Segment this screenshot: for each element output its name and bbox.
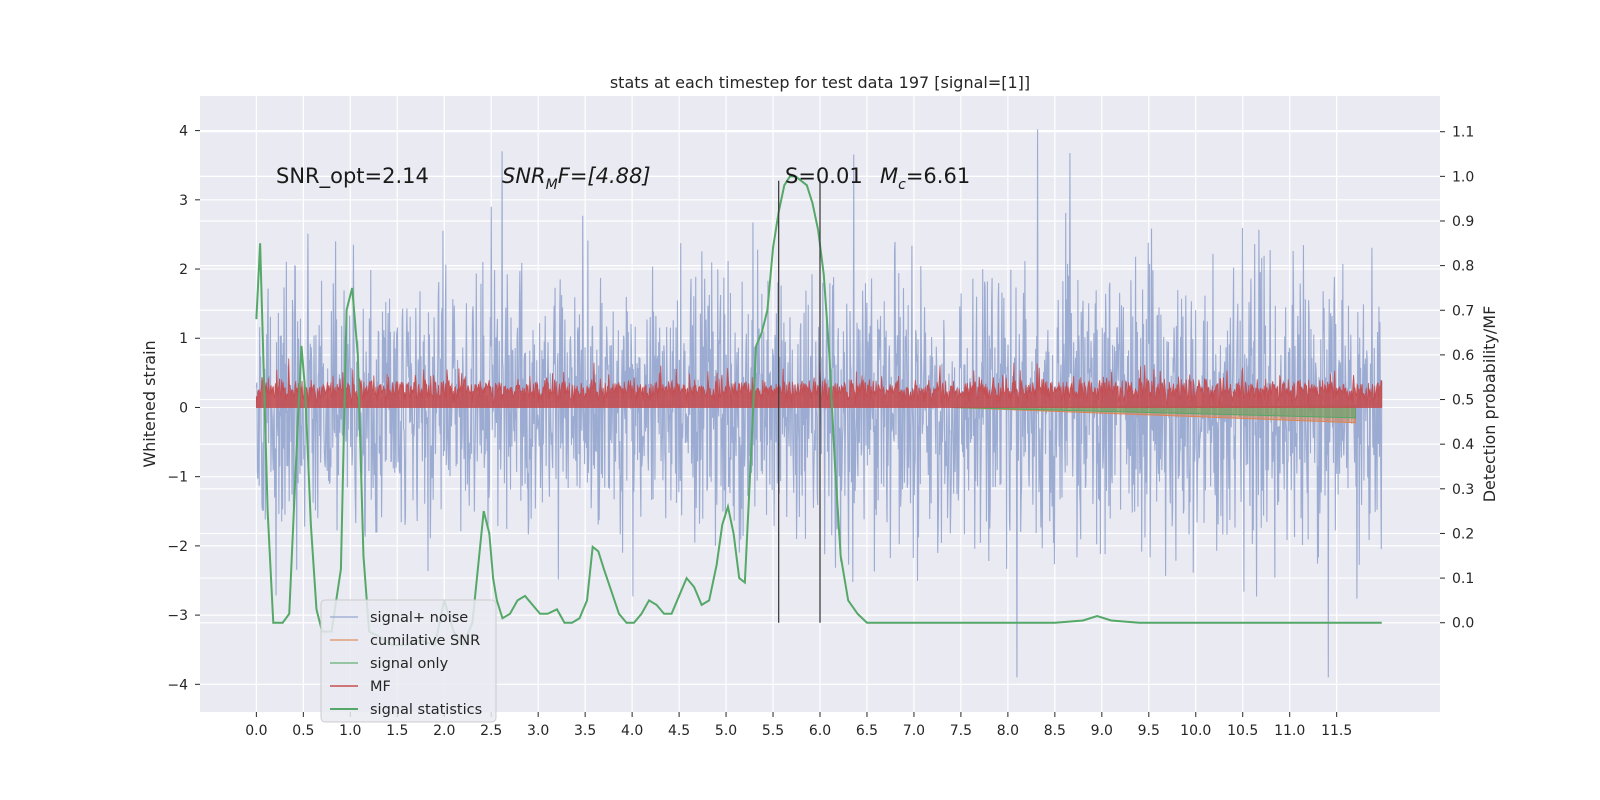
y-axis-label: Whitened strain bbox=[140, 340, 159, 467]
legend-label: signal only bbox=[370, 656, 449, 672]
annotation-mc: Mc=6.61 bbox=[880, 164, 970, 193]
y-right-tick-label: 0.2 bbox=[1452, 526, 1474, 542]
y-right-tick-label: 0.7 bbox=[1452, 303, 1474, 319]
axis-ticks: 0.0 0.5 1.0 1.5 2.0 2.5 3.0 3.5 4.0 4.5 5.0 5.5 6.0 6… bbox=[167, 124, 1474, 739]
y-right-tick-label: 0.5 bbox=[1452, 393, 1474, 409]
x-tick-label: 1.5 bbox=[386, 723, 408, 739]
y-axis-label-right: Detection probability/MF bbox=[1480, 306, 1499, 503]
y-tick-label: −2 bbox=[167, 539, 188, 555]
y-right-tick-label: 0.8 bbox=[1452, 259, 1474, 275]
y-right-tick-label: 0.4 bbox=[1452, 437, 1474, 453]
x-tick-label: 4.0 bbox=[621, 723, 643, 739]
y-tick-label: 0 bbox=[179, 400, 188, 416]
legend-label: cumilative SNR bbox=[370, 633, 480, 649]
x-tick-label: 4.5 bbox=[668, 723, 690, 739]
x-tick-label: 1.0 bbox=[339, 723, 361, 739]
legend-items: signal+ noise cumilative SNR signal only MF… bbox=[330, 610, 482, 718]
x-tick-label: 3.0 bbox=[527, 723, 549, 739]
y-right-tick-label: 0.3 bbox=[1452, 482, 1474, 498]
chart-title: stats at each timestep for test data 197… bbox=[610, 73, 1030, 92]
y-right-tick-label: 0.1 bbox=[1452, 571, 1474, 587]
y-right-tick-label: 1.1 bbox=[1452, 125, 1474, 141]
annotation-snr-opt: SNR_opt=2.14 bbox=[276, 164, 429, 189]
x-tick-label: 11.0 bbox=[1274, 723, 1305, 739]
y-right-tick-label: 0.6 bbox=[1452, 348, 1474, 364]
x-tick-label: 2.5 bbox=[480, 723, 502, 739]
y-tick-label: −4 bbox=[167, 677, 188, 693]
legend-label: signal+ noise bbox=[370, 610, 468, 626]
y-tick-label: 1 bbox=[179, 331, 188, 347]
x-tick-label: 11.5 bbox=[1321, 723, 1352, 739]
x-tick-label: 10.0 bbox=[1180, 723, 1211, 739]
legend-label: signal statistics bbox=[370, 702, 482, 718]
annotation-s-stat: S=0.01 bbox=[785, 164, 863, 188]
x-tick-label: 9.0 bbox=[1091, 723, 1113, 739]
legend-label: MF bbox=[370, 679, 391, 695]
y-tick-label: −1 bbox=[167, 470, 188, 486]
x-tick-label: 7.5 bbox=[950, 723, 972, 739]
y-right-tick-label: 0.9 bbox=[1452, 214, 1474, 230]
series-signal-statistics bbox=[255, 175, 1382, 648]
x-tick-label: 10.5 bbox=[1227, 723, 1258, 739]
legend: signal+ noise cumilative SNR signal only MF… bbox=[320, 599, 497, 723]
x-tick-label: 5.0 bbox=[715, 723, 737, 739]
vertical-lines bbox=[778, 180, 821, 623]
x-tick-label: 0.0 bbox=[245, 723, 267, 739]
x-tick-label: 6.0 bbox=[809, 723, 831, 739]
x-tick-label: 9.5 bbox=[1138, 723, 1160, 739]
x-tick-label: 8.0 bbox=[997, 723, 1019, 739]
x-tick-label: 5.5 bbox=[762, 723, 784, 739]
y-tick-label: −3 bbox=[167, 608, 188, 624]
x-tick-label: 2.0 bbox=[433, 723, 455, 739]
y-tick-label: 2 bbox=[179, 262, 188, 278]
x-tick-label: 3.5 bbox=[574, 723, 596, 739]
x-tick-label: 8.5 bbox=[1044, 723, 1066, 739]
x-tick-label: 0.5 bbox=[292, 723, 314, 739]
y-tick-label: 3 bbox=[179, 193, 188, 209]
series-layer bbox=[255, 129, 1383, 678]
legend-box bbox=[320, 599, 497, 723]
y-right-tick-label: 1.0 bbox=[1452, 169, 1474, 185]
y-right-tick-label: 0.0 bbox=[1452, 616, 1474, 632]
annotation-snr-mf: SNRMF=[4.88] bbox=[502, 164, 651, 193]
x-tick-label: 6.5 bbox=[856, 723, 878, 739]
y-tick-label: 4 bbox=[179, 124, 188, 140]
x-tick-label: 7.0 bbox=[903, 723, 925, 739]
